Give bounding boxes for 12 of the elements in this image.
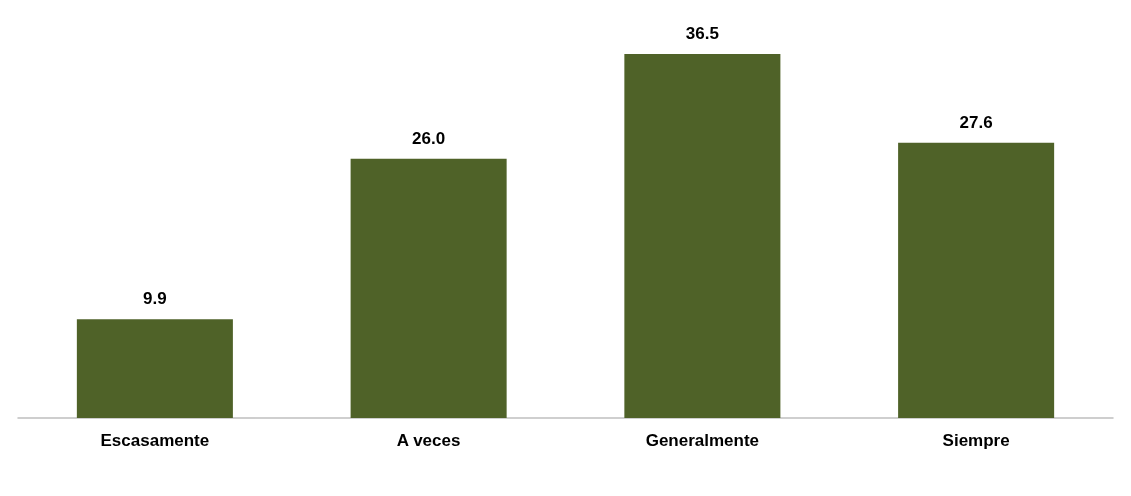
x-tick-label: A veces (396, 431, 461, 450)
bar (76, 319, 233, 418)
bar (624, 53, 781, 418)
data-label: 36.5 (685, 23, 719, 43)
bar (898, 142, 1055, 418)
x-tick-label: Escasamente (100, 431, 210, 450)
bar (350, 158, 507, 418)
x-tick-label: Generalmente (645, 431, 760, 450)
data-label: 27.6 (959, 112, 993, 132)
data-label: 26.0 (412, 128, 446, 148)
x-tick-label: Siempre (942, 431, 1010, 450)
data-label: 9.9 (143, 289, 167, 309)
